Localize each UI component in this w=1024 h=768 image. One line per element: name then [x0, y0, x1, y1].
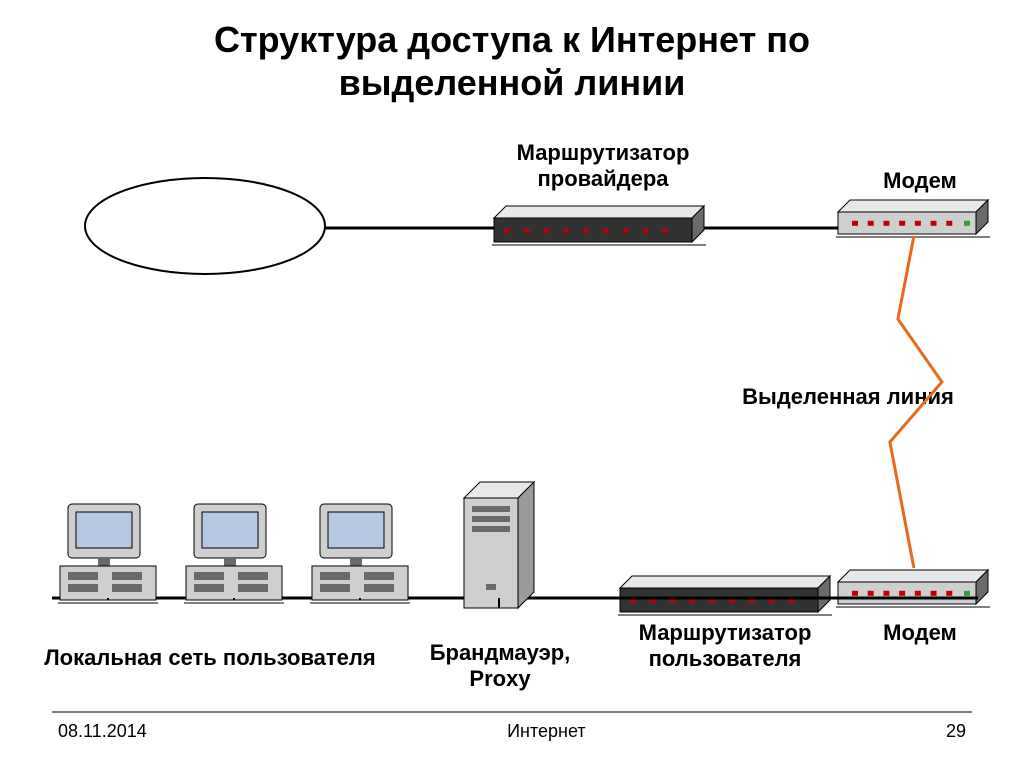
footer-date: 08.11.2014 — [58, 721, 147, 742]
footer-center: Интернет — [507, 721, 586, 742]
footer-page: 29 — [946, 721, 966, 742]
network-diagram — [0, 0, 1024, 768]
slide-footer: 08.11.2014 Интернет 29 — [58, 721, 966, 742]
